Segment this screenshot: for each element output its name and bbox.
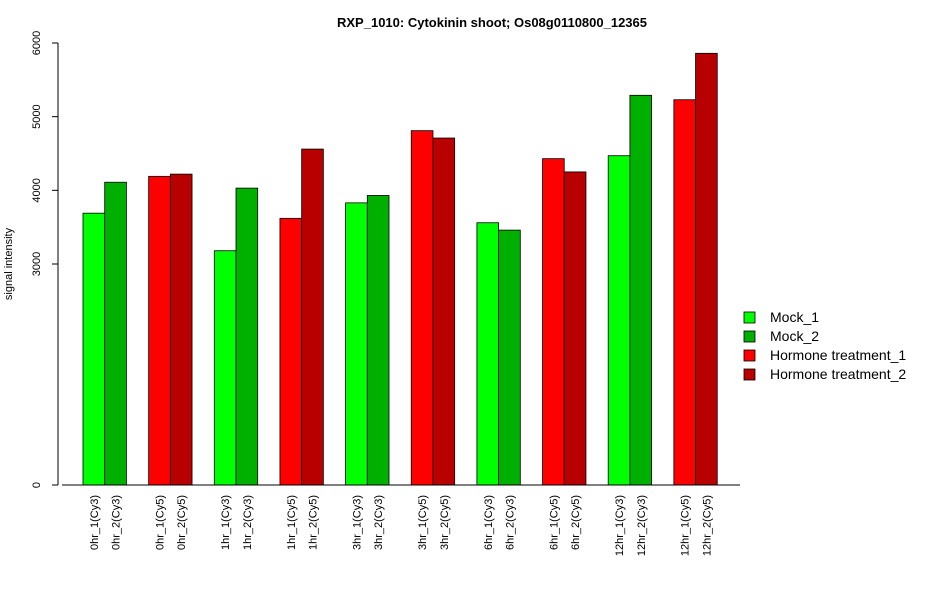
bar	[410, 130, 434, 486]
x-tick-label: 12hr_1(Cy3)	[614, 495, 626, 556]
bar	[148, 175, 171, 486]
x-tick-label: 1hr_1(Cy5)	[286, 495, 298, 550]
bar	[345, 202, 368, 486]
chart-title: RXP_1010: Cytokinin shoot; Os08g0110800_…	[337, 15, 647, 30]
bar	[563, 171, 587, 486]
bar	[169, 173, 193, 486]
y-tick-label: 4000	[31, 178, 43, 202]
x-tick-label: 1hr_1(Cy3)	[220, 495, 232, 550]
bar	[498, 229, 521, 486]
x-tick-label: 0hr_1(Cy5)	[155, 495, 167, 550]
x-tick-label: 0hr_2(Cy3)	[111, 495, 123, 550]
bar	[104, 181, 127, 486]
bar	[301, 148, 324, 486]
x-tick-label: 12hr_1(Cy5)	[680, 495, 692, 556]
legend-label: Hormone treatment_1	[770, 347, 906, 363]
x-tick-label: 3hr_1(Cy3)	[351, 495, 363, 550]
legend-swatch	[743, 330, 756, 343]
bar	[432, 137, 456, 486]
x-tick-label: 3hr_2(Cy5)	[439, 495, 451, 550]
x-tick-label: 1hr_2(Cy3)	[242, 495, 254, 550]
x-tick-label: 3hr_1(Cy5)	[417, 495, 429, 550]
y-axis: 0 3000 4000 5000 6000	[31, 31, 59, 488]
bar	[82, 212, 106, 486]
bar	[366, 195, 390, 486]
x-tick-label: 0hr_1(Cy3)	[89, 495, 101, 550]
bar	[629, 94, 653, 486]
x-tick-label: 12hr_2(Cy3)	[636, 495, 648, 556]
bar	[695, 52, 718, 486]
legend-label: Hormone treatment_2	[770, 366, 906, 382]
bar	[476, 222, 499, 486]
y-axis-label: signal intensity	[3, 227, 15, 300]
legend-label: Mock_1	[770, 309, 819, 325]
legend-label: Mock_2	[770, 328, 819, 344]
y-tick-label: 0	[31, 482, 43, 488]
x-tick-label: 6hr_1(Cy5)	[548, 495, 560, 550]
bar	[235, 187, 259, 486]
bar	[213, 250, 237, 486]
bar	[279, 217, 303, 486]
x-tick-label: 6hr_2(Cy5)	[570, 495, 582, 550]
x-tick-labels: 0hr_1(Cy3) 0hr_2(Cy3) 0hr_1(Cy5) 0hr_2(Cy5)…	[89, 495, 714, 556]
x-tick-label: 12hr_2(Cy5)	[701, 495, 713, 556]
x-tick-label: 6hr_2(Cy3)	[504, 495, 516, 550]
legend: Mock_1 Mock_2 Hormone treatment_1 Hormone t…	[743, 309, 906, 382]
bars	[82, 52, 718, 486]
y-tick-label: 6000	[31, 31, 43, 55]
y-tick-label: 5000	[31, 104, 43, 128]
bar	[673, 99, 696, 486]
legend-swatch	[743, 349, 756, 362]
x-tick-label: 1hr_2(Cy5)	[308, 495, 320, 550]
y-tick-label: 3000	[31, 252, 43, 276]
x-tick-label: 3hr_2(Cy3)	[373, 495, 385, 550]
bar	[607, 155, 631, 486]
legend-swatch	[743, 368, 756, 381]
x-tick-label: 6hr_1(Cy3)	[483, 495, 495, 550]
legend-swatch	[743, 311, 756, 324]
bar	[542, 158, 565, 486]
x-tick-label: 0hr_2(Cy5)	[176, 495, 188, 550]
